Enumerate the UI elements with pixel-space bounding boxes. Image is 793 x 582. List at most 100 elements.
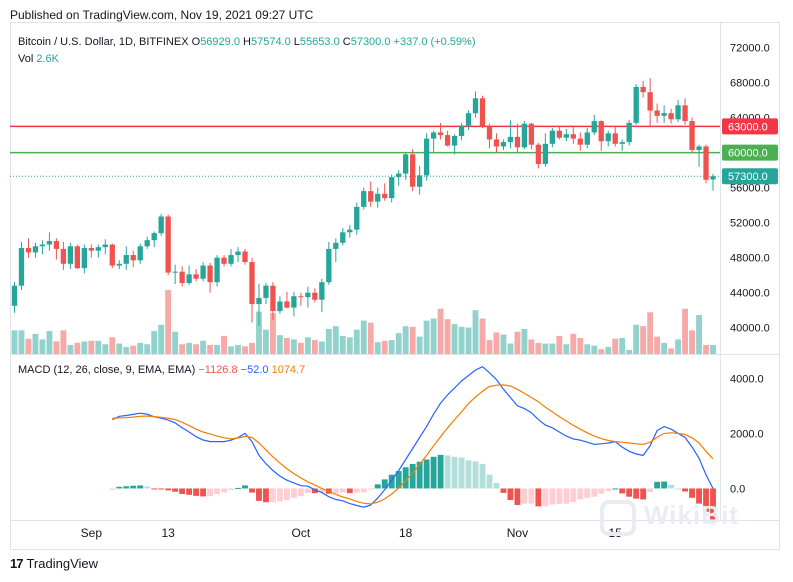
candle-body [291,296,297,308]
macd-hist-bar [318,488,325,493]
volume-bar [381,340,388,354]
macd-hist-bar [444,455,451,489]
volume-bar [179,344,186,354]
macd-line-value: −52.0 [240,364,269,376]
macd-hist-bar [521,488,528,504]
volume-bar [304,337,311,354]
candle-body [465,113,472,126]
volume-bar [423,320,430,354]
macd-hist-bar [256,488,262,501]
price-level-label-bg [722,118,778,135]
volume-bar [661,342,668,354]
candle-body [416,175,423,187]
macd-hist-bar [200,488,207,497]
candle-body [60,248,67,264]
macd-hist-bar [619,488,626,494]
macd-hist-bar [598,488,605,494]
macd-hist-bar [486,474,493,489]
macd-hist-bar [563,488,570,504]
price-level-label-bg [722,144,778,161]
macd-hist-bar [353,488,360,493]
macd-hist-bar [381,479,388,489]
volume-bar [290,339,297,354]
macd-hist-bar [479,463,486,489]
time-tick-label: 13 [161,526,175,540]
candle-body [668,113,674,120]
macd-hist-bar [451,456,458,489]
volume-bar [214,344,220,354]
candle-body [633,86,639,123]
volume-bar [242,346,248,354]
macd-hist-bar [123,486,130,489]
candle-body [53,241,60,249]
macd-hist-bar [689,488,695,498]
candle-body [326,248,332,283]
volume-bar [235,344,241,354]
candle-body [165,216,171,273]
volume-bar [158,324,165,354]
macd-hist-bar [109,488,116,490]
volume-bar [710,344,716,354]
last-price-label-bg [722,168,778,185]
macd-hist-bar [270,488,276,503]
volume-bar [472,310,479,354]
candle-body [389,177,395,199]
price-tick-label: 48000.0 [730,253,770,265]
wikibit-logo-icon [600,500,636,536]
volume-bar [416,336,423,354]
volume-bar [514,331,521,354]
macd-hist-bar [283,488,290,501]
macd-hist-bar [395,471,402,489]
macd-hist-bar [339,488,346,493]
volume-bar [619,338,626,354]
volume-bar [395,333,402,354]
time-tick-label: Nov [507,526,528,540]
footer[interactable]: 17 TradingView [10,556,98,571]
candle-body [654,110,660,116]
price-tick-label: 56000.0 [730,183,770,195]
candle-body [710,176,716,180]
candle-body [403,154,409,174]
candle-body [25,248,32,253]
candle-body [430,132,437,139]
candle-body [102,244,108,248]
candle-body [396,173,402,178]
candle-body [682,105,688,122]
candle-body [563,134,569,138]
macd-hist-bar [535,488,542,507]
volume-bar [144,344,151,354]
volume-bar [18,330,25,354]
volume-bar [95,340,102,354]
volume-bar [647,312,654,354]
volume-bar [311,340,318,354]
macd-hist-bar [668,484,675,489]
candle-body [312,292,318,300]
macd-hist-bar [591,488,598,497]
volume-bar [165,290,172,354]
macd-hist-bar [458,457,465,489]
candle-body [361,191,367,207]
macd-hist-bar [207,488,214,497]
candle-body [507,136,514,143]
candle-body [11,285,18,306]
candle-body [409,154,416,187]
macd-hist-bar [542,488,549,507]
candle-body [270,285,276,312]
candle-body [347,229,353,233]
published-caption: Published on TradingView.com, Nov 19, 20… [10,8,314,22]
volume-bar [193,344,200,354]
candle-body [109,244,115,266]
volume-bar [696,315,702,354]
volume-value: 2.6K [36,53,59,65]
macd-hist-bar [514,488,521,505]
change-value: +337.0 (+0.59%) [393,36,476,48]
volume-bar [640,326,647,354]
candle-body [305,292,311,298]
volume-bar [535,342,542,354]
candle-body [158,216,164,234]
macd-hist-bar [137,485,144,489]
candle-body [151,233,157,241]
volume-bar [360,320,367,354]
volume-bar [102,344,109,354]
